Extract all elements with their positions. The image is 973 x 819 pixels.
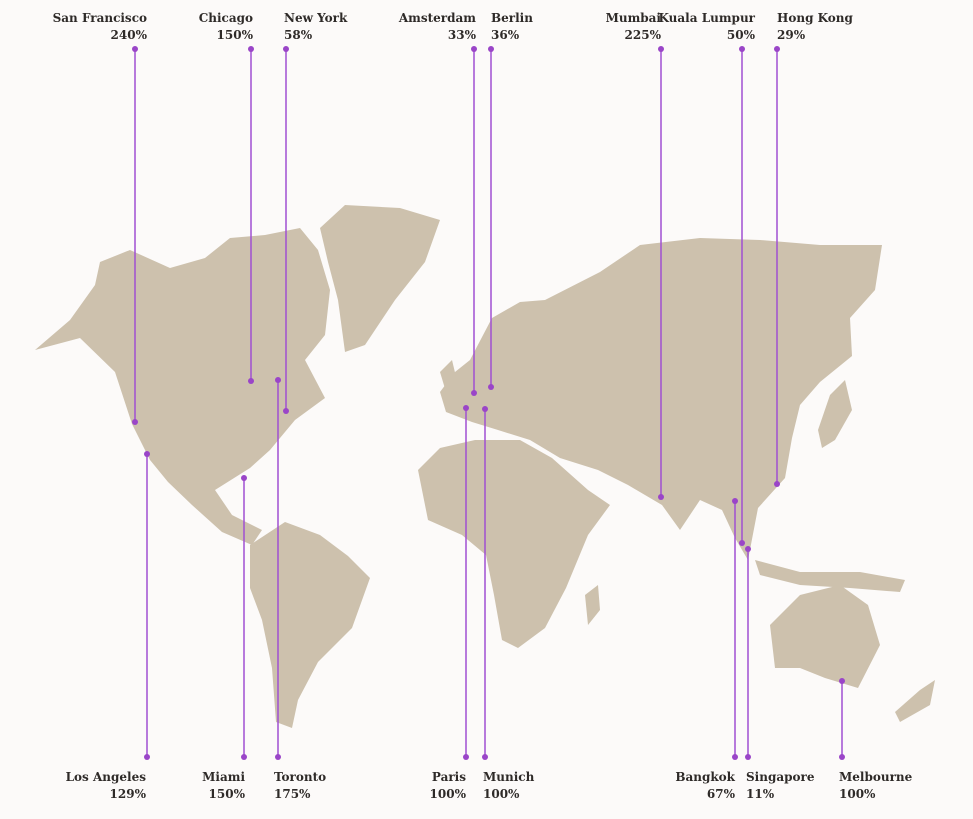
city-dot	[275, 377, 281, 383]
city-dot	[241, 475, 247, 481]
city-share: 225%	[625, 28, 662, 42]
city-dot	[132, 419, 138, 425]
city-share: 100%	[430, 787, 467, 801]
city-dot	[283, 408, 289, 414]
city-dot	[144, 451, 150, 457]
new-zealand	[895, 680, 935, 722]
label-dot	[132, 46, 138, 52]
city-name: New York	[284, 11, 348, 25]
city-dot	[488, 384, 494, 390]
city-name: Toronto	[274, 770, 326, 784]
north-america	[35, 228, 330, 545]
city-share: 129%	[110, 787, 147, 801]
indonesia	[755, 560, 905, 592]
city-name: San Francisco	[53, 11, 147, 25]
city-name: Hong Kong	[777, 11, 854, 25]
city-dot	[482, 406, 488, 412]
city-share: 100%	[839, 787, 876, 801]
label-dot	[839, 754, 845, 760]
city-share: 36%	[491, 28, 520, 42]
city-share: 240%	[111, 28, 148, 42]
label-dot	[471, 46, 477, 52]
city-share: 33%	[448, 28, 477, 42]
city-name: Kuala Lumpur	[659, 11, 756, 25]
city-name: Bangkok	[675, 770, 735, 784]
label-dot	[774, 46, 780, 52]
city-share: 150%	[209, 787, 246, 801]
city-dot	[839, 678, 845, 684]
city-name: Los Angeles	[66, 770, 147, 784]
label-dot	[144, 754, 150, 760]
label-dot	[482, 754, 488, 760]
south-america	[250, 522, 370, 728]
greenland	[320, 205, 440, 352]
city-share: 50%	[727, 28, 756, 42]
city-name: Melbourne	[839, 770, 913, 784]
australia	[770, 585, 880, 688]
label-dot	[275, 754, 281, 760]
city-name: Singapore	[746, 770, 815, 784]
city-pins: San Francisco 240% Chicago 150% New York 58% A…	[53, 11, 913, 801]
city-name: Amsterdam	[398, 11, 476, 25]
city-dot	[248, 378, 254, 384]
city-share: 29%	[777, 28, 806, 42]
label-dot	[732, 754, 738, 760]
city-dot	[471, 390, 477, 396]
label-dot	[241, 754, 247, 760]
label-dot	[488, 46, 494, 52]
label-dot	[248, 46, 254, 52]
city-name: Mumbai	[606, 11, 662, 25]
label-dot	[745, 754, 751, 760]
japan	[818, 380, 852, 448]
city-name: Berlin	[491, 11, 533, 25]
label-dot	[463, 754, 469, 760]
madagascar	[585, 585, 600, 625]
label-dot	[739, 46, 745, 52]
city-share: 150%	[217, 28, 254, 42]
city-name: Miami	[202, 770, 245, 784]
city-share: 58%	[284, 28, 313, 42]
city-dot	[745, 546, 751, 552]
city-share: 175%	[274, 787, 311, 801]
city-dot	[463, 405, 469, 411]
city-name: Munich	[483, 770, 535, 784]
city-share: 100%	[483, 787, 520, 801]
city-share: 11%	[746, 787, 775, 801]
label-dot	[283, 46, 289, 52]
city-dot	[739, 540, 745, 546]
city-name: Paris	[432, 770, 466, 784]
city-dot	[774, 481, 780, 487]
city-name: Chicago	[199, 11, 253, 25]
city-share: 67%	[707, 787, 736, 801]
city-dot	[658, 494, 664, 500]
city-dot	[732, 498, 738, 504]
label-dot	[658, 46, 664, 52]
uk	[440, 360, 458, 392]
